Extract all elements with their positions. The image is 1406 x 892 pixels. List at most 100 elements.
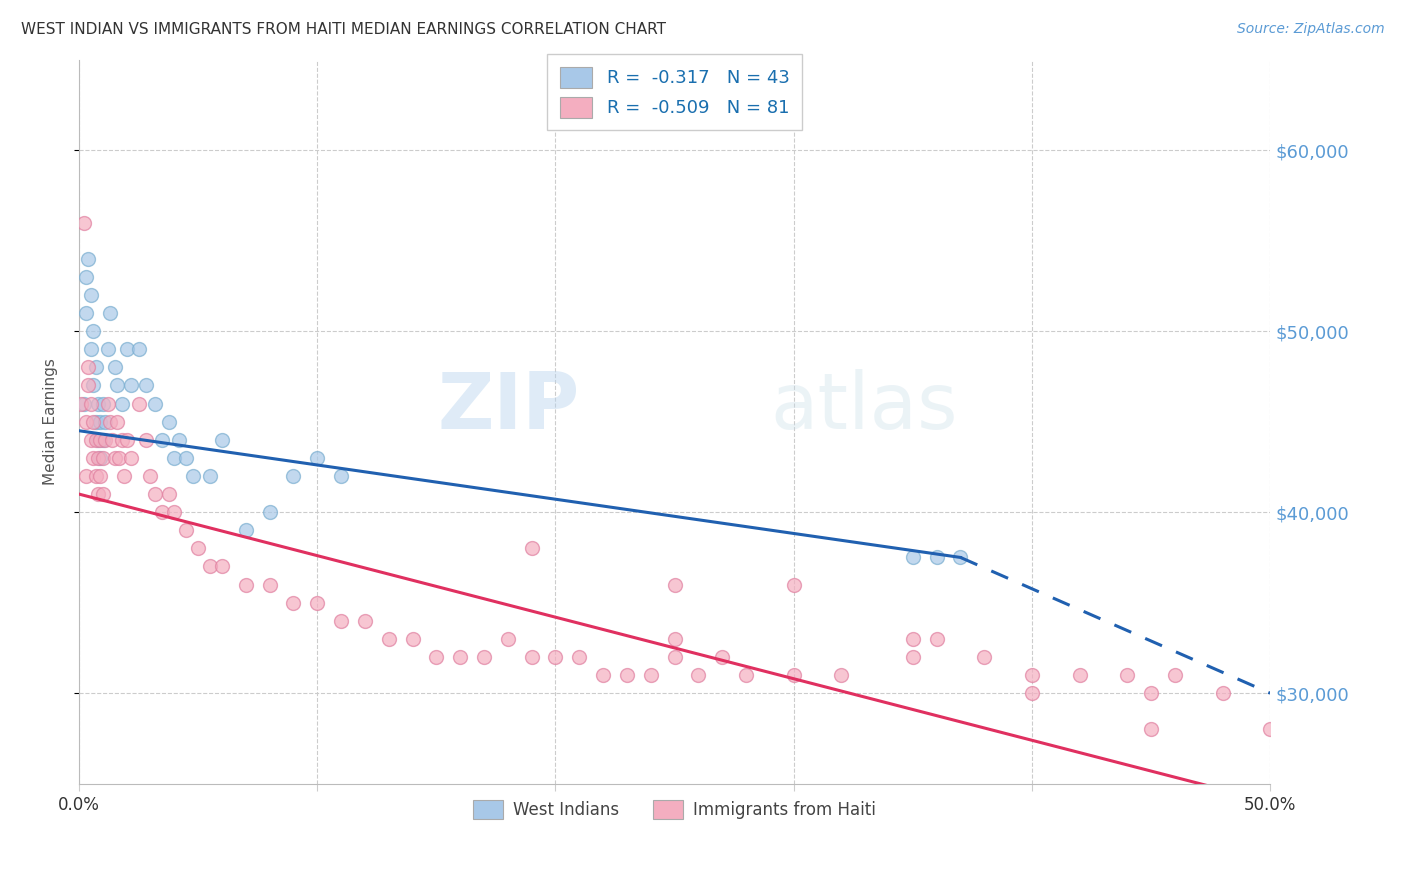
Point [89,450,111,465]
Point [94,415,117,429]
Point [84,360,107,375]
Point [1069,668,1091,682]
Point [449,650,471,665]
Point [150,505,173,519]
Point [783,668,806,682]
Point [330,614,353,628]
Point [401,632,423,646]
Point [135,433,157,447]
Point [211,433,233,447]
Text: atlas: atlas [770,369,957,445]
Point [104,360,127,375]
Point [89,469,111,483]
Point [111,396,134,410]
Point [82,415,104,429]
Point [235,577,257,591]
Point [830,668,852,682]
Point [640,668,662,682]
Point [1116,668,1139,682]
Point [159,487,181,501]
Point [91,396,114,410]
Point [973,650,995,665]
Point [120,378,142,392]
Point [520,541,543,556]
Point [80,343,103,357]
Point [84,415,107,429]
Point [105,378,128,392]
Point [783,577,806,591]
Point [91,487,114,501]
Point [167,433,190,447]
Point [1164,668,1187,682]
Point [82,450,104,465]
Point [94,433,117,447]
Point [115,433,138,447]
Point [82,324,104,338]
Point [425,650,447,665]
Point [1258,723,1281,737]
Point [711,650,734,665]
Point [163,450,186,465]
Text: Source: ZipAtlas.com: Source: ZipAtlas.com [1237,22,1385,37]
Point [544,650,567,665]
Point [73,215,96,229]
Point [77,360,100,375]
Point [135,378,157,392]
Point [520,650,543,665]
Point [901,550,924,565]
Point [111,433,134,447]
Point [89,415,111,429]
Point [77,252,100,266]
Point [120,450,142,465]
Point [664,650,686,665]
Point [735,668,758,682]
Point [98,415,121,429]
Point [330,469,353,483]
Point [139,469,162,483]
Point [87,487,110,501]
Point [925,632,948,646]
Point [80,433,103,447]
Point [259,577,281,591]
Point [1021,668,1043,682]
Point [307,596,329,610]
Point [568,650,591,665]
Point [259,505,281,519]
Point [159,415,181,429]
Point [1140,686,1163,700]
Point [181,469,204,483]
Point [496,632,519,646]
Point [283,596,305,610]
Point [664,577,686,591]
Legend: West Indians, Immigrants from Haiti: West Indians, Immigrants from Haiti [467,794,883,826]
Point [128,396,150,410]
Point [949,550,972,565]
Point [211,559,233,574]
Point [688,668,710,682]
Point [128,343,150,357]
Point [163,505,186,519]
Point [98,306,121,320]
Point [77,378,100,392]
Point [87,450,110,465]
Point [1021,686,1043,700]
Point [91,450,114,465]
Point [91,433,114,447]
Point [75,415,97,429]
Point [174,450,197,465]
Point [96,343,118,357]
Point [592,668,614,682]
Point [150,433,173,447]
Point [87,396,110,410]
Point [925,550,948,565]
Point [664,632,686,646]
Point [75,306,97,320]
Point [105,415,128,429]
Point [901,632,924,646]
Point [87,433,110,447]
Point [377,632,399,646]
Text: ZIP: ZIP [437,369,579,445]
Point [283,469,305,483]
Point [82,378,104,392]
Point [73,396,96,410]
